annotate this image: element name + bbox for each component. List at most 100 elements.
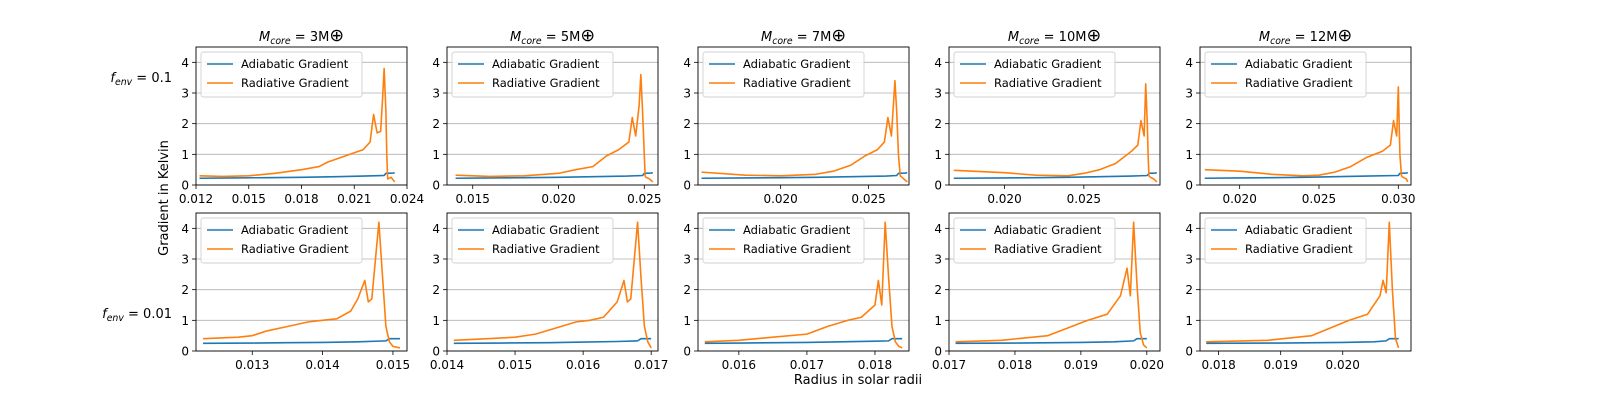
y-tick-label: 1 xyxy=(181,314,189,328)
subplot-title: Mcore = 3M⊕ xyxy=(259,26,344,47)
legend-box xyxy=(953,51,1116,98)
radiative-gradient-line xyxy=(1204,86,1409,183)
axes-frame xyxy=(446,46,659,186)
subplot-8: 0 1 2 3 4 0.016 0.017 0.018 Adiabatic Gradient Ra… xyxy=(683,212,910,372)
legend-label: Radiative Gradient xyxy=(994,76,1102,90)
legend-label: Radiative Gradient xyxy=(994,242,1102,256)
x-tick-label: 0.025 xyxy=(1067,192,1101,206)
y-tick-label: 3 xyxy=(181,87,189,101)
x-tick-label: 0.013 xyxy=(235,358,269,372)
legend: Adiabatic Gradient Radiative Gradient xyxy=(200,217,363,264)
x-tick-label: 0.016 xyxy=(566,358,600,372)
y-tick-label: 0 xyxy=(1185,345,1193,359)
y-tick-label: 1 xyxy=(432,148,440,162)
y-tick-label: 4 xyxy=(432,56,440,70)
subplot-7: 0 1 2 3 4 0.014 0.015 0.016 0.017 Adiabatic Gradi… xyxy=(430,212,668,372)
x-tick-label: 0.020 xyxy=(541,192,575,206)
x-tick-label: 0.018 xyxy=(284,192,318,206)
x-tick-label: 0.015 xyxy=(376,358,410,372)
legend-label: Radiative Gradient xyxy=(492,242,600,256)
adiabatic-gradient-line xyxy=(701,171,908,180)
legend-label: Adiabatic Gradient xyxy=(241,223,349,237)
legend: Adiabatic Gradient Radiative Gradient xyxy=(451,51,614,98)
y-tick-label: 0 xyxy=(683,345,691,359)
subplot-title: Mcore = 12M⊕ xyxy=(1259,26,1352,47)
legend-label: Adiabatic Gradient xyxy=(743,223,851,237)
y-tick-label: 4 xyxy=(181,56,189,70)
y-tick-label: 3 xyxy=(683,253,691,267)
x-tick-label: 0.030 xyxy=(1381,192,1415,206)
x-tick-label: 0.018 xyxy=(998,358,1032,372)
axes-frame xyxy=(195,46,408,186)
y-tick-label: 1 xyxy=(934,148,942,162)
x-tick-label: 0.018 xyxy=(858,358,892,372)
x-tick-label: 0.020 xyxy=(1130,358,1164,372)
y-tick-label: 0 xyxy=(1185,179,1193,193)
adiabatic-gradient-line xyxy=(199,171,395,180)
y-tick-label: 3 xyxy=(181,253,189,267)
x-tick-label: 0.025 xyxy=(851,192,885,206)
legend: Adiabatic Gradient Radiative Gradient xyxy=(953,217,1116,264)
axes-frame xyxy=(697,212,910,352)
legend-box xyxy=(451,217,614,264)
y-tick-label: 3 xyxy=(1185,87,1193,101)
y-tick-label: 4 xyxy=(683,222,691,236)
subplot-title: Mcore = 10M⊕ xyxy=(1008,26,1101,47)
y-tick-label: 2 xyxy=(934,117,942,131)
axes-frame xyxy=(446,212,659,352)
radiative-gradient-line xyxy=(1206,221,1400,349)
x-tick-label: 0.014 xyxy=(305,358,339,372)
y-tick-label: 2 xyxy=(181,117,189,131)
x-tick-label: 0.017 xyxy=(634,358,668,372)
adiabatic-gradient-line xyxy=(203,337,400,345)
legend-label: Adiabatic Gradient xyxy=(492,57,600,71)
adiabatic-gradient-line xyxy=(1204,171,1408,180)
subplot-6: 0 1 2 3 4 0.013 0.014 0.015 Adiabatic Gradient Ra… xyxy=(102,212,410,372)
y-tick-label: 3 xyxy=(1185,253,1193,267)
y-tick-label: 1 xyxy=(181,148,189,162)
radiative-gradient-line xyxy=(704,221,903,349)
legend-label: Radiative Gradient xyxy=(241,76,349,90)
row-label: fenv = 0.01 xyxy=(102,307,172,324)
radiative-gradient-line xyxy=(701,79,908,183)
y-tick-label: 0 xyxy=(181,179,189,193)
legend: Adiabatic Gradient Radiative Gradient xyxy=(953,51,1116,98)
legend-box xyxy=(702,217,865,264)
y-tick-label: 2 xyxy=(1185,117,1193,131)
y-tick-label: 2 xyxy=(432,117,440,131)
adiabatic-gradient-line xyxy=(953,171,1157,180)
adiabatic-gradient-line xyxy=(453,337,652,345)
axes-frame xyxy=(697,46,910,186)
x-tick-label: 0.025 xyxy=(1302,192,1336,206)
legend-label: Adiabatic Gradient xyxy=(994,57,1102,71)
y-tick-label: 3 xyxy=(432,87,440,101)
adiabatic-gradient-line xyxy=(1206,337,1399,345)
legend-label: Radiative Gradient xyxy=(743,76,851,90)
subplot-1: 0 1 2 3 4 0.012 0.015 0.018 0.021 0.024 Adiabatic … xyxy=(110,26,424,206)
y-tick-label: 3 xyxy=(934,87,942,101)
axes-frame xyxy=(948,46,1161,186)
y-tick-label: 4 xyxy=(934,56,942,70)
x-tick-label: 0.015 xyxy=(232,192,266,206)
legend-box xyxy=(451,51,614,98)
legend-label: Adiabatic Gradient xyxy=(492,223,600,237)
subplot-title: Mcore = 7M⊕ xyxy=(761,26,846,47)
y-tick-label: 1 xyxy=(432,314,440,328)
x-tick-label: 0.015 xyxy=(456,192,490,206)
x-tick-label: 0.021 xyxy=(337,192,371,206)
y-tick-label: 1 xyxy=(934,314,942,328)
y-tick-label: 3 xyxy=(432,253,440,267)
y-tick-label: 4 xyxy=(181,222,189,236)
legend-box xyxy=(702,51,865,98)
x-tick-label: 0.017 xyxy=(790,358,824,372)
adiabatic-gradient-line xyxy=(455,171,653,180)
y-tick-label: 2 xyxy=(1185,283,1193,297)
subplot-4: 0 1 2 3 4 0.020 0.025 Adiabatic Gradient Radiati… xyxy=(934,26,1161,206)
x-axis-label: Radius in solar radii xyxy=(794,373,922,388)
legend-box xyxy=(953,217,1116,264)
radiative-gradient-line xyxy=(202,221,401,349)
legend-label: Radiative Gradient xyxy=(1245,76,1353,90)
legend-label: Adiabatic Gradient xyxy=(241,57,349,71)
legend-label: Radiative Gradient xyxy=(743,242,851,256)
